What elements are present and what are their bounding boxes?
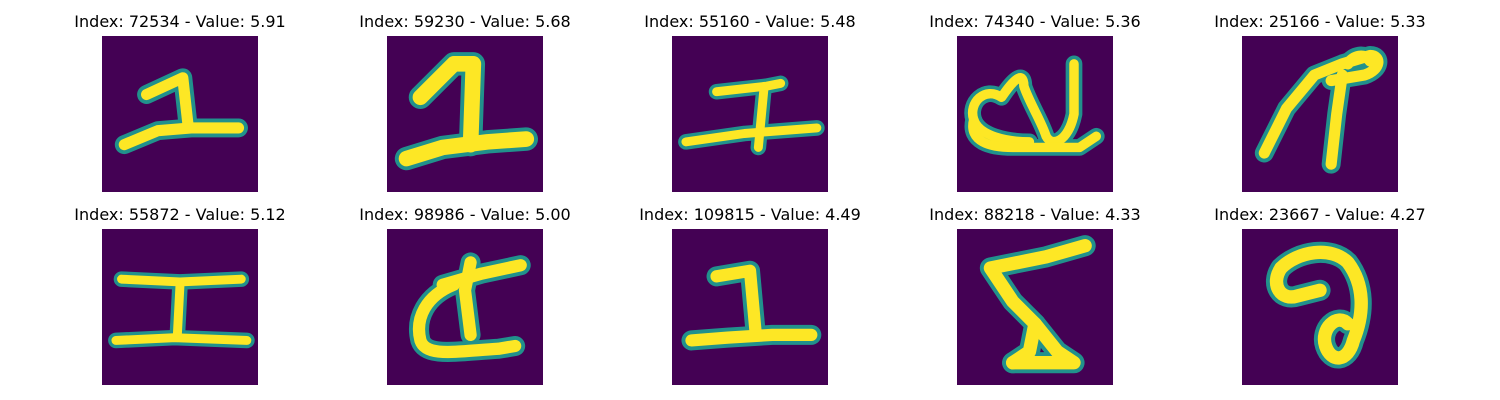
hooked-shape-image (1242, 229, 1398, 385)
digit-image (102, 36, 258, 192)
panel-6: Index: 55872 - Value: 5.12 (50, 203, 310, 385)
panel-4: Index: 74340 - Value: 5.36 (905, 10, 1165, 192)
panel-8: Index: 109815 - Value: 4.49 (620, 203, 880, 385)
panel-title: Index: 88218 - Value: 4.33 (929, 205, 1141, 224)
digit-image (387, 229, 543, 385)
crossed-stroke-image (672, 36, 828, 192)
digit-1-horizontal-base-image (102, 36, 258, 192)
panel-2: Index: 59230 - Value: 5.68 (335, 10, 595, 192)
digit-1-base-image (672, 229, 828, 385)
panel-title: Index: 72534 - Value: 5.91 (74, 12, 286, 31)
panel-title: Index: 109815 - Value: 4.49 (639, 205, 861, 224)
i-beam-image (102, 229, 258, 385)
cursive-d-image (387, 229, 543, 385)
panel-5: Index: 25166 - Value: 5.33 (1190, 10, 1450, 192)
zigzag-5-image (957, 229, 1113, 385)
panel-title: Index: 23667 - Value: 4.27 (1214, 205, 1426, 224)
loop-scribble-image (957, 36, 1113, 192)
digit-image (1242, 229, 1398, 385)
digit-image (957, 229, 1113, 385)
panel-title: Index: 59230 - Value: 5.68 (359, 12, 571, 31)
digit-image (387, 36, 543, 192)
panel-9: Index: 88218 - Value: 4.33 (905, 203, 1165, 385)
digit-image (672, 229, 828, 385)
panel-3: Index: 55160 - Value: 5.48 (620, 10, 880, 192)
digit-image (1242, 36, 1398, 192)
panel-title: Index: 55160 - Value: 5.48 (644, 12, 856, 31)
slanted-loop-image (1242, 36, 1398, 192)
panel-title: Index: 25166 - Value: 5.33 (1214, 12, 1426, 31)
panel-title: Index: 98986 - Value: 5.00 (359, 205, 571, 224)
panel-10: Index: 23667 - Value: 4.27 (1190, 203, 1450, 385)
digit-image (672, 36, 828, 192)
digit-image (102, 229, 258, 385)
digit-image (957, 36, 1113, 192)
panel-title: Index: 74340 - Value: 5.36 (929, 12, 1141, 31)
panel-7: Index: 98986 - Value: 5.00 (335, 203, 595, 385)
digit-1-thick-image (387, 36, 543, 192)
panel-1: Index: 72534 - Value: 5.91 (50, 10, 310, 192)
panel-title: Index: 55872 - Value: 5.12 (74, 205, 286, 224)
